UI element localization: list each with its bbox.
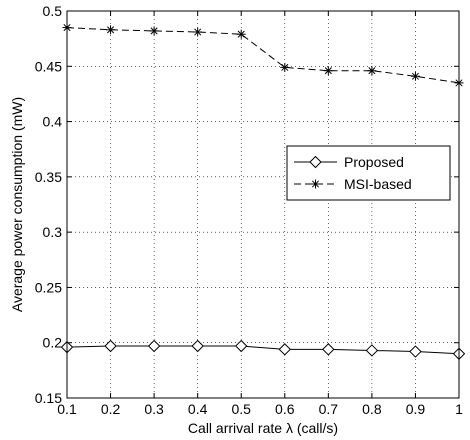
y-tick-label: 0.25 xyxy=(35,279,62,295)
data-point-proposed xyxy=(191,339,204,353)
grid xyxy=(67,11,459,398)
data-point-proposed xyxy=(278,343,291,356)
y-tick-label: 0.15 xyxy=(35,390,62,406)
data-point-msi-based xyxy=(367,66,377,76)
data-point-proposed xyxy=(365,344,379,357)
x-tick-label: 0.1 xyxy=(57,401,77,417)
data-point-proposed xyxy=(147,339,161,353)
x-tick-label: 0.2 xyxy=(101,401,121,417)
y-tick-label: 0.2 xyxy=(43,335,63,351)
data-point-msi-based xyxy=(410,71,420,81)
y-tick-label: 0.5 xyxy=(43,3,63,19)
data-point-proposed xyxy=(104,339,117,353)
x-tick-label: 0.3 xyxy=(144,401,164,417)
data-point-msi-based xyxy=(149,26,159,36)
y-tick-label: 0.45 xyxy=(35,58,62,74)
y-tick-label: 0.3 xyxy=(43,224,63,240)
data-point-proposed xyxy=(409,345,422,358)
x-tick-label: 0.5 xyxy=(231,401,251,417)
x-tick-label: 1 xyxy=(455,401,463,417)
data-point-msi-based xyxy=(280,62,290,72)
asterisk-stroke xyxy=(311,180,320,188)
data-point-proposed xyxy=(322,343,335,356)
legend: Proposed MSI-based xyxy=(286,145,451,201)
asterisk-stroke xyxy=(368,67,376,75)
legend-marker-msi-based xyxy=(311,179,320,189)
data-point-proposed xyxy=(235,339,248,353)
legend-label-msi-based: MSI-based xyxy=(344,176,412,192)
series-line-msi-based xyxy=(66,27,460,84)
legend-label-proposed: Proposed xyxy=(344,154,404,170)
x-tick-label: 0.4 xyxy=(188,401,208,417)
asterisk-stroke xyxy=(324,67,332,75)
asterisk-stroke xyxy=(150,27,158,35)
ticks: 0.1 0.2 0.3 0.4 0.5 0.6 0.7 0.8 0.9 1 0.15 0.2 0.25 0… xyxy=(35,3,463,417)
data-point-msi-based xyxy=(193,27,203,37)
y-tick-label: 0.35 xyxy=(35,169,62,185)
x-tick-label: 0.7 xyxy=(319,401,339,417)
series-layer xyxy=(60,23,466,360)
asterisk-stroke xyxy=(107,26,115,34)
legend-box xyxy=(286,145,451,201)
plot-frame xyxy=(66,10,460,399)
data-point-msi-based xyxy=(236,29,246,39)
y-tick-label: 0.4 xyxy=(43,114,63,130)
asterisk-stroke xyxy=(411,72,419,80)
series-line-proposed xyxy=(66,345,460,355)
y-axis-label: Average power consumption (mW) xyxy=(9,97,25,312)
asterisk-stroke xyxy=(194,28,202,36)
x-tick-label: 0.8 xyxy=(362,401,382,417)
asterisk-stroke xyxy=(237,30,245,38)
legend-marker-proposed xyxy=(309,155,322,169)
data-point-msi-based xyxy=(106,25,116,35)
x-axis-label: Call arrival rate λ (call/s) xyxy=(188,420,338,436)
data-point-msi-based xyxy=(323,66,333,76)
x-tick-label: 0.6 xyxy=(275,401,295,417)
x-tick-label: 0.9 xyxy=(406,401,426,417)
asterisk-stroke xyxy=(281,63,289,71)
